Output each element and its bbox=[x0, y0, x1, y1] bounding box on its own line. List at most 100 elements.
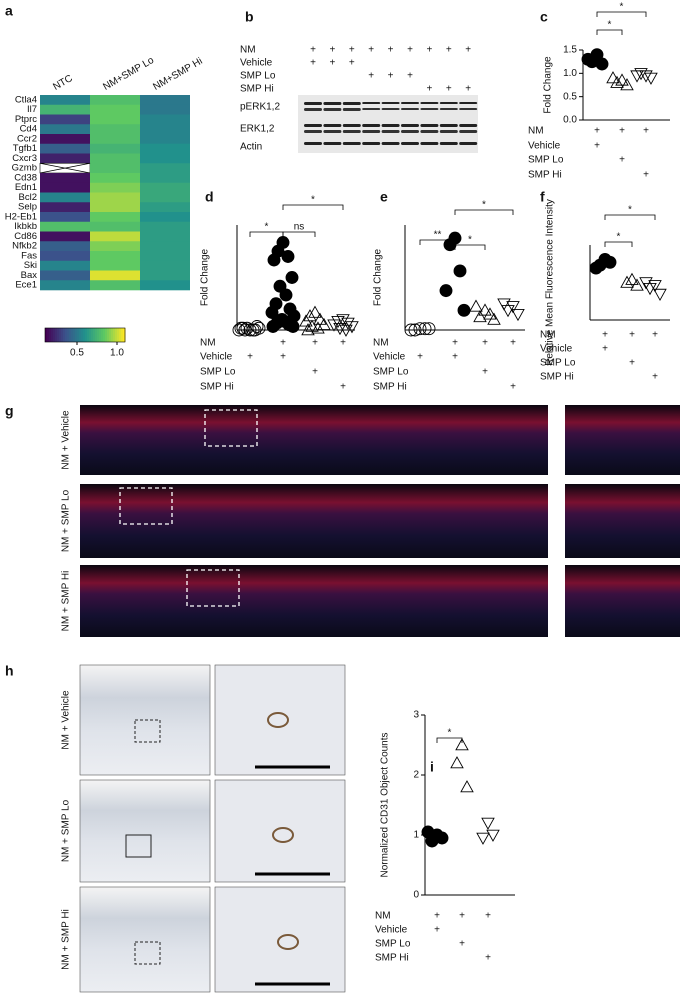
condition-mark: + bbox=[485, 953, 491, 964]
heatmap-cell bbox=[140, 95, 190, 106]
condition-label: SMP Lo bbox=[540, 358, 576, 369]
condition-mark: + bbox=[426, 45, 432, 56]
heatmap-cell bbox=[90, 95, 140, 106]
condition-mark: + bbox=[652, 372, 658, 383]
band-label: ERK1,2 bbox=[240, 124, 275, 135]
heatmap-cell bbox=[40, 192, 90, 203]
row-label: Ski bbox=[24, 260, 37, 271]
heatmap-cell bbox=[140, 241, 190, 252]
condition-mark: + bbox=[329, 45, 335, 56]
condition-mark: + bbox=[459, 911, 465, 922]
condition-mark: + bbox=[510, 382, 516, 393]
panel-label: i bbox=[430, 759, 434, 775]
heatmap-cell bbox=[140, 163, 190, 174]
row-label: Fas bbox=[21, 250, 37, 261]
heatmap-cell bbox=[40, 251, 90, 262]
heatmap-cell bbox=[40, 124, 90, 135]
colorbar-segment bbox=[107, 328, 110, 342]
condition-mark: + bbox=[629, 358, 635, 369]
row-label: NM + SMP Lo bbox=[61, 799, 72, 862]
y-axis-label: Fold Change bbox=[200, 248, 211, 306]
data-point bbox=[339, 324, 353, 337]
histology-image bbox=[79, 886, 211, 993]
data-point bbox=[404, 323, 418, 337]
data-point bbox=[246, 323, 260, 337]
heatmap-cell bbox=[140, 134, 190, 145]
heatmap-cell bbox=[140, 260, 190, 271]
data-point bbox=[630, 70, 644, 83]
heatmap-cell bbox=[90, 251, 140, 262]
row-label: Bax bbox=[21, 270, 38, 281]
heatmap-cell bbox=[90, 212, 140, 223]
data-point bbox=[250, 320, 264, 333]
condition-mark: + bbox=[407, 45, 413, 56]
data-point bbox=[630, 278, 644, 291]
band bbox=[362, 130, 381, 133]
band bbox=[401, 130, 419, 133]
data-point bbox=[481, 817, 495, 830]
band bbox=[439, 102, 458, 104]
data-point bbox=[413, 322, 427, 336]
band bbox=[439, 124, 458, 127]
significance-bracket bbox=[282, 231, 316, 237]
condition-mark: + bbox=[594, 126, 600, 137]
y-tick-label: 0.5 bbox=[563, 91, 577, 102]
band-label: pERK1,2 bbox=[240, 102, 280, 113]
y-axis-label: Relative Mean Fluorescence Intensity bbox=[545, 199, 556, 366]
heatmap-cell bbox=[40, 134, 90, 145]
row-label: NM + SMP Hi bbox=[61, 571, 72, 632]
colorbar-segment bbox=[59, 328, 62, 342]
heatmap-cell bbox=[140, 124, 190, 135]
heatmap-cell bbox=[40, 221, 90, 232]
condition-label: Vehicle bbox=[373, 352, 406, 363]
data-point bbox=[443, 238, 457, 252]
significance-bracket bbox=[454, 209, 514, 215]
condition-label: NM bbox=[200, 338, 216, 349]
colorbar-segment bbox=[61, 328, 64, 342]
condition-mark: + bbox=[602, 330, 608, 341]
data-point bbox=[589, 261, 603, 275]
data-point bbox=[301, 323, 315, 336]
colorbar-tick-label: 1.0 bbox=[110, 348, 124, 359]
significance-bracket bbox=[249, 231, 284, 237]
heatmap-cell bbox=[140, 182, 190, 193]
panel-label: g bbox=[5, 403, 14, 419]
condition-label: NM bbox=[528, 126, 544, 137]
band bbox=[323, 130, 342, 133]
row-label: NM + Vehicle bbox=[61, 410, 72, 470]
data-point bbox=[483, 307, 497, 320]
band bbox=[381, 124, 400, 127]
fluorescence-inset bbox=[565, 565, 680, 637]
data-point bbox=[267, 253, 281, 267]
fluorescence-image bbox=[80, 405, 548, 475]
condition-mark: + bbox=[388, 45, 394, 56]
data-point bbox=[620, 78, 634, 91]
column-label: NM+SMP Lo bbox=[101, 55, 156, 93]
data-point bbox=[653, 288, 667, 301]
zoom-box bbox=[186, 569, 240, 607]
data-point bbox=[457, 303, 471, 317]
heatmap-cell bbox=[90, 221, 140, 232]
data-point bbox=[603, 255, 617, 269]
band bbox=[323, 102, 342, 105]
significance-bracket bbox=[282, 204, 344, 210]
y-axis-label: Normalized CD31 Object Counts bbox=[380, 732, 391, 877]
significance-label: ns bbox=[294, 222, 305, 233]
row-label: Gzmb bbox=[12, 163, 37, 174]
row-label: Il7 bbox=[27, 104, 37, 115]
row-label: Ptprc bbox=[15, 114, 37, 125]
heatmap-cell bbox=[40, 153, 90, 164]
fluorescence-inset bbox=[565, 405, 680, 475]
condition-mark: + bbox=[465, 84, 471, 95]
fluorescence-inset bbox=[565, 484, 680, 558]
data-point bbox=[501, 305, 515, 318]
colorbar-segment bbox=[109, 328, 112, 342]
colorbar-segment bbox=[103, 328, 106, 342]
y-tick-label: 3 bbox=[413, 710, 419, 721]
band bbox=[362, 142, 381, 145]
heatmap-cell bbox=[90, 202, 140, 213]
condition-mark: + bbox=[465, 45, 471, 56]
condition-label: NM bbox=[540, 330, 556, 341]
heatmap-cell bbox=[90, 143, 140, 154]
